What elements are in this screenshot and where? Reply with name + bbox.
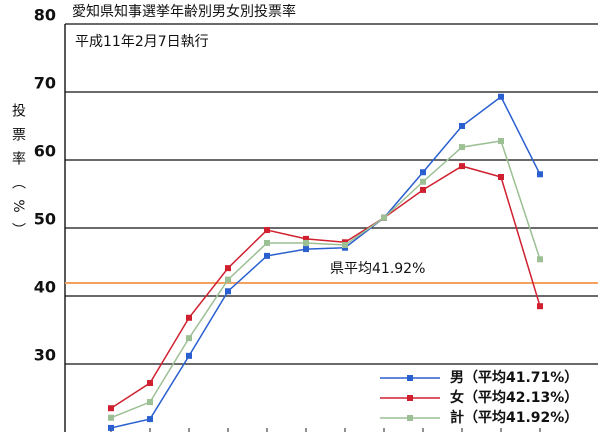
point — [381, 214, 387, 221]
series-line — [110, 165, 541, 409]
point — [459, 144, 465, 151]
point — [264, 252, 270, 259]
average-label: 県平均41.92% — [330, 261, 425, 277]
y-axis-label: 投票率（%） — [10, 103, 26, 246]
point — [264, 239, 270, 246]
y-tick-label: 40 — [34, 278, 56, 297]
point — [147, 399, 153, 406]
point — [537, 303, 543, 310]
point — [108, 405, 114, 412]
y-tick-label: 60 — [34, 142, 56, 161]
point — [459, 163, 465, 170]
point — [108, 414, 114, 421]
legend-label: 男（平均41.71%） — [450, 369, 578, 386]
point — [498, 93, 504, 100]
point — [537, 171, 543, 178]
y-tick-label: 80 — [34, 6, 56, 25]
point — [108, 424, 114, 431]
point — [186, 352, 192, 359]
legend-marker — [407, 375, 413, 381]
point — [147, 380, 153, 387]
point — [303, 239, 309, 246]
point — [186, 335, 192, 342]
y-tick-label: 50 — [34, 210, 56, 229]
point — [225, 265, 231, 272]
y-tick-label: 30 — [34, 346, 56, 365]
chart-subtitle: 平成11年2月7日執行 — [75, 34, 209, 50]
point — [186, 314, 192, 321]
legend-label: 女（平均42.13%） — [450, 389, 578, 406]
series-line — [110, 95, 541, 429]
point — [147, 416, 153, 423]
point — [342, 242, 348, 248]
point — [498, 174, 504, 180]
chart-title: 愛知県知事選挙年齢別男女別投票率 — [72, 3, 296, 20]
point — [420, 186, 426, 193]
point — [303, 235, 309, 242]
point — [420, 178, 426, 185]
point — [537, 256, 543, 263]
legend-marker — [407, 395, 413, 401]
point — [303, 246, 309, 253]
legend-label: 計（平均41.92%） — [450, 409, 578, 426]
point — [459, 123, 465, 129]
point — [420, 169, 426, 176]
legend-marker — [407, 415, 413, 421]
point — [225, 288, 231, 295]
point — [225, 276, 231, 283]
point — [264, 227, 270, 234]
y-tick-label: 70 — [34, 74, 56, 93]
series-line — [110, 140, 541, 419]
point — [498, 137, 504, 144]
